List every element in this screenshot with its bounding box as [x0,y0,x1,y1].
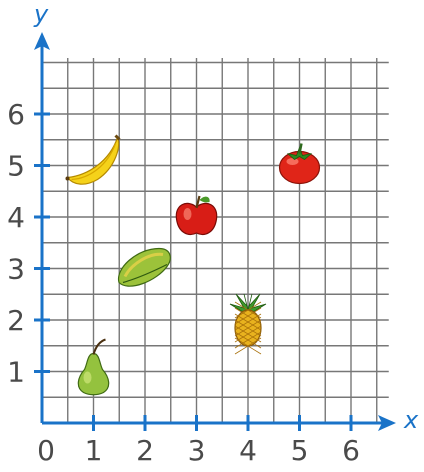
y-tick-label: 1 [7,356,25,389]
apple-icon [175,195,218,236]
origin-label: 0 [37,434,55,467]
x-tick-label: 1 [85,434,103,467]
y-axis-title: y [33,0,49,28]
y-axis-arrow-icon [34,32,50,50]
y-tick-label: 2 [7,304,25,337]
tomato-icon [278,143,321,185]
x-tick-label: 3 [188,434,206,467]
papaya-icon [117,247,171,287]
y-tick-label: 6 [7,98,25,131]
x-axis-title: x [403,406,419,434]
x-tick-label: 5 [291,434,309,467]
x-tick-label: 4 [239,434,257,467]
axes: x y 0 [33,0,419,467]
y-tick-label: 3 [7,253,25,286]
y-tick-label: 4 [7,201,25,234]
pineapple-icon [229,293,267,355]
y-tick-label: 5 [7,150,25,183]
pear-icon [77,338,110,396]
x-axis-arrow-icon [378,415,396,431]
x-tick-label: 2 [136,434,154,467]
x-tick-label: 6 [342,434,360,467]
grid [42,58,389,423]
fruit-points [65,134,321,396]
banana-icon [65,134,121,185]
